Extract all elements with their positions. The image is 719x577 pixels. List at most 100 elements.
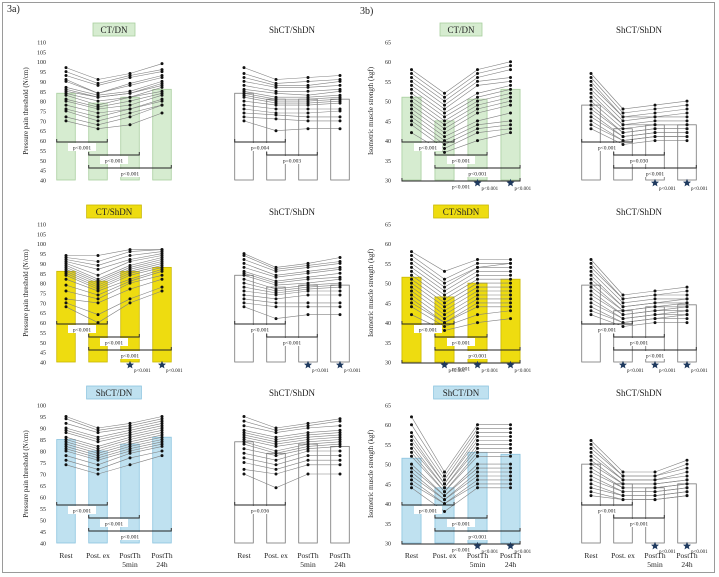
subject-line — [411, 251, 511, 272]
data-point — [160, 440, 164, 444]
data-point — [274, 440, 278, 444]
subject-line — [243, 259, 341, 272]
star-p-label: p<0.001 — [515, 550, 532, 555]
p-value-label: p<0.001 — [598, 509, 616, 515]
data-point — [338, 285, 342, 289]
data-point — [338, 256, 342, 260]
data-point — [242, 66, 246, 70]
data-point — [509, 305, 512, 309]
subject-line — [243, 434, 341, 443]
data-point — [589, 72, 593, 76]
data-point — [443, 309, 446, 313]
data-point — [96, 267, 100, 271]
y-tick-label: 60 — [40, 139, 46, 145]
data-point — [274, 103, 278, 107]
p-value-label: p<0.001 — [598, 328, 616, 334]
y-tick-label: 55 — [40, 507, 46, 513]
p-value-label: p<0.001 — [452, 159, 470, 165]
subject-line — [65, 434, 163, 452]
data-point — [476, 79, 479, 83]
subject-line — [243, 302, 340, 308]
subject-line — [65, 430, 163, 447]
subject-line — [411, 267, 511, 292]
annotation-bg — [414, 143, 442, 151]
subject-line — [411, 112, 511, 137]
subject-line — [411, 89, 511, 118]
bar — [330, 284, 350, 363]
data-point — [589, 115, 593, 119]
subject-line — [65, 87, 163, 102]
subject-line — [65, 436, 163, 454]
p-value-label: p<0.001 — [452, 341, 470, 347]
x-tick-label: Rest — [405, 551, 419, 560]
y-tick-label: 60 — [385, 60, 391, 66]
significance-star — [304, 360, 312, 369]
p-value-label: p<0.001 — [419, 328, 437, 334]
data-point — [410, 285, 413, 289]
data-point — [160, 99, 164, 103]
significance-bracket — [56, 502, 108, 506]
data-point — [160, 285, 164, 289]
data-point — [443, 150, 446, 154]
annotation-bg — [414, 325, 442, 333]
x-tick-label: Post. ex — [611, 551, 635, 560]
data-point — [128, 435, 132, 439]
data-point — [242, 305, 246, 309]
subject-line — [243, 104, 340, 110]
data-point — [509, 478, 512, 482]
data-point — [338, 449, 342, 453]
data-point — [338, 435, 342, 439]
subject-line — [590, 116, 687, 137]
x-tick-label: 5min — [300, 560, 316, 569]
data-point — [410, 269, 413, 273]
bar — [298, 98, 318, 181]
annotation-bg — [447, 545, 475, 553]
subject-line — [65, 112, 163, 130]
data-point — [443, 494, 446, 498]
data-point — [410, 289, 413, 293]
subject-line — [411, 286, 511, 312]
data-point — [509, 317, 512, 321]
data-point — [96, 127, 100, 131]
data-point — [509, 269, 512, 273]
y-tick-label: 100 — [37, 242, 46, 248]
star-p-label: p<0.001 — [515, 187, 532, 192]
subject-line — [65, 443, 163, 461]
data-point — [128, 91, 132, 95]
y-tick-label: 90 — [40, 262, 46, 268]
data-point — [589, 454, 593, 458]
data-point — [443, 123, 446, 127]
subject-line — [65, 93, 163, 108]
data-point — [509, 60, 512, 64]
y-tick-label: 80 — [40, 450, 46, 456]
significance-bracket — [234, 139, 286, 143]
data-point — [410, 277, 413, 281]
data-point — [410, 119, 413, 123]
data-point — [338, 458, 342, 462]
significance-bracket — [88, 165, 172, 169]
bar — [467, 451, 488, 544]
data-point — [410, 91, 413, 95]
p-value-label: p<0.001 — [105, 159, 123, 165]
data-point — [410, 83, 413, 87]
y-tick-label: 35 — [385, 341, 391, 347]
data-point — [242, 428, 246, 432]
x-tick-label: 24h — [334, 560, 346, 569]
data-point — [274, 472, 278, 476]
significance-star — [473, 178, 482, 187]
subject-line — [65, 255, 163, 276]
significance-bracket — [401, 541, 521, 545]
data-point — [443, 325, 446, 329]
data-point — [242, 424, 246, 428]
data-point — [96, 321, 100, 325]
data-point — [653, 135, 657, 139]
subject-line — [243, 120, 340, 132]
p-value-label: p<0.001 — [105, 522, 123, 528]
data-point — [128, 444, 132, 448]
data-point — [306, 271, 310, 275]
subject-line — [243, 73, 341, 84]
significance-star — [473, 360, 482, 369]
subject-line — [65, 104, 163, 126]
data-point — [589, 75, 593, 79]
data-point — [274, 113, 278, 117]
